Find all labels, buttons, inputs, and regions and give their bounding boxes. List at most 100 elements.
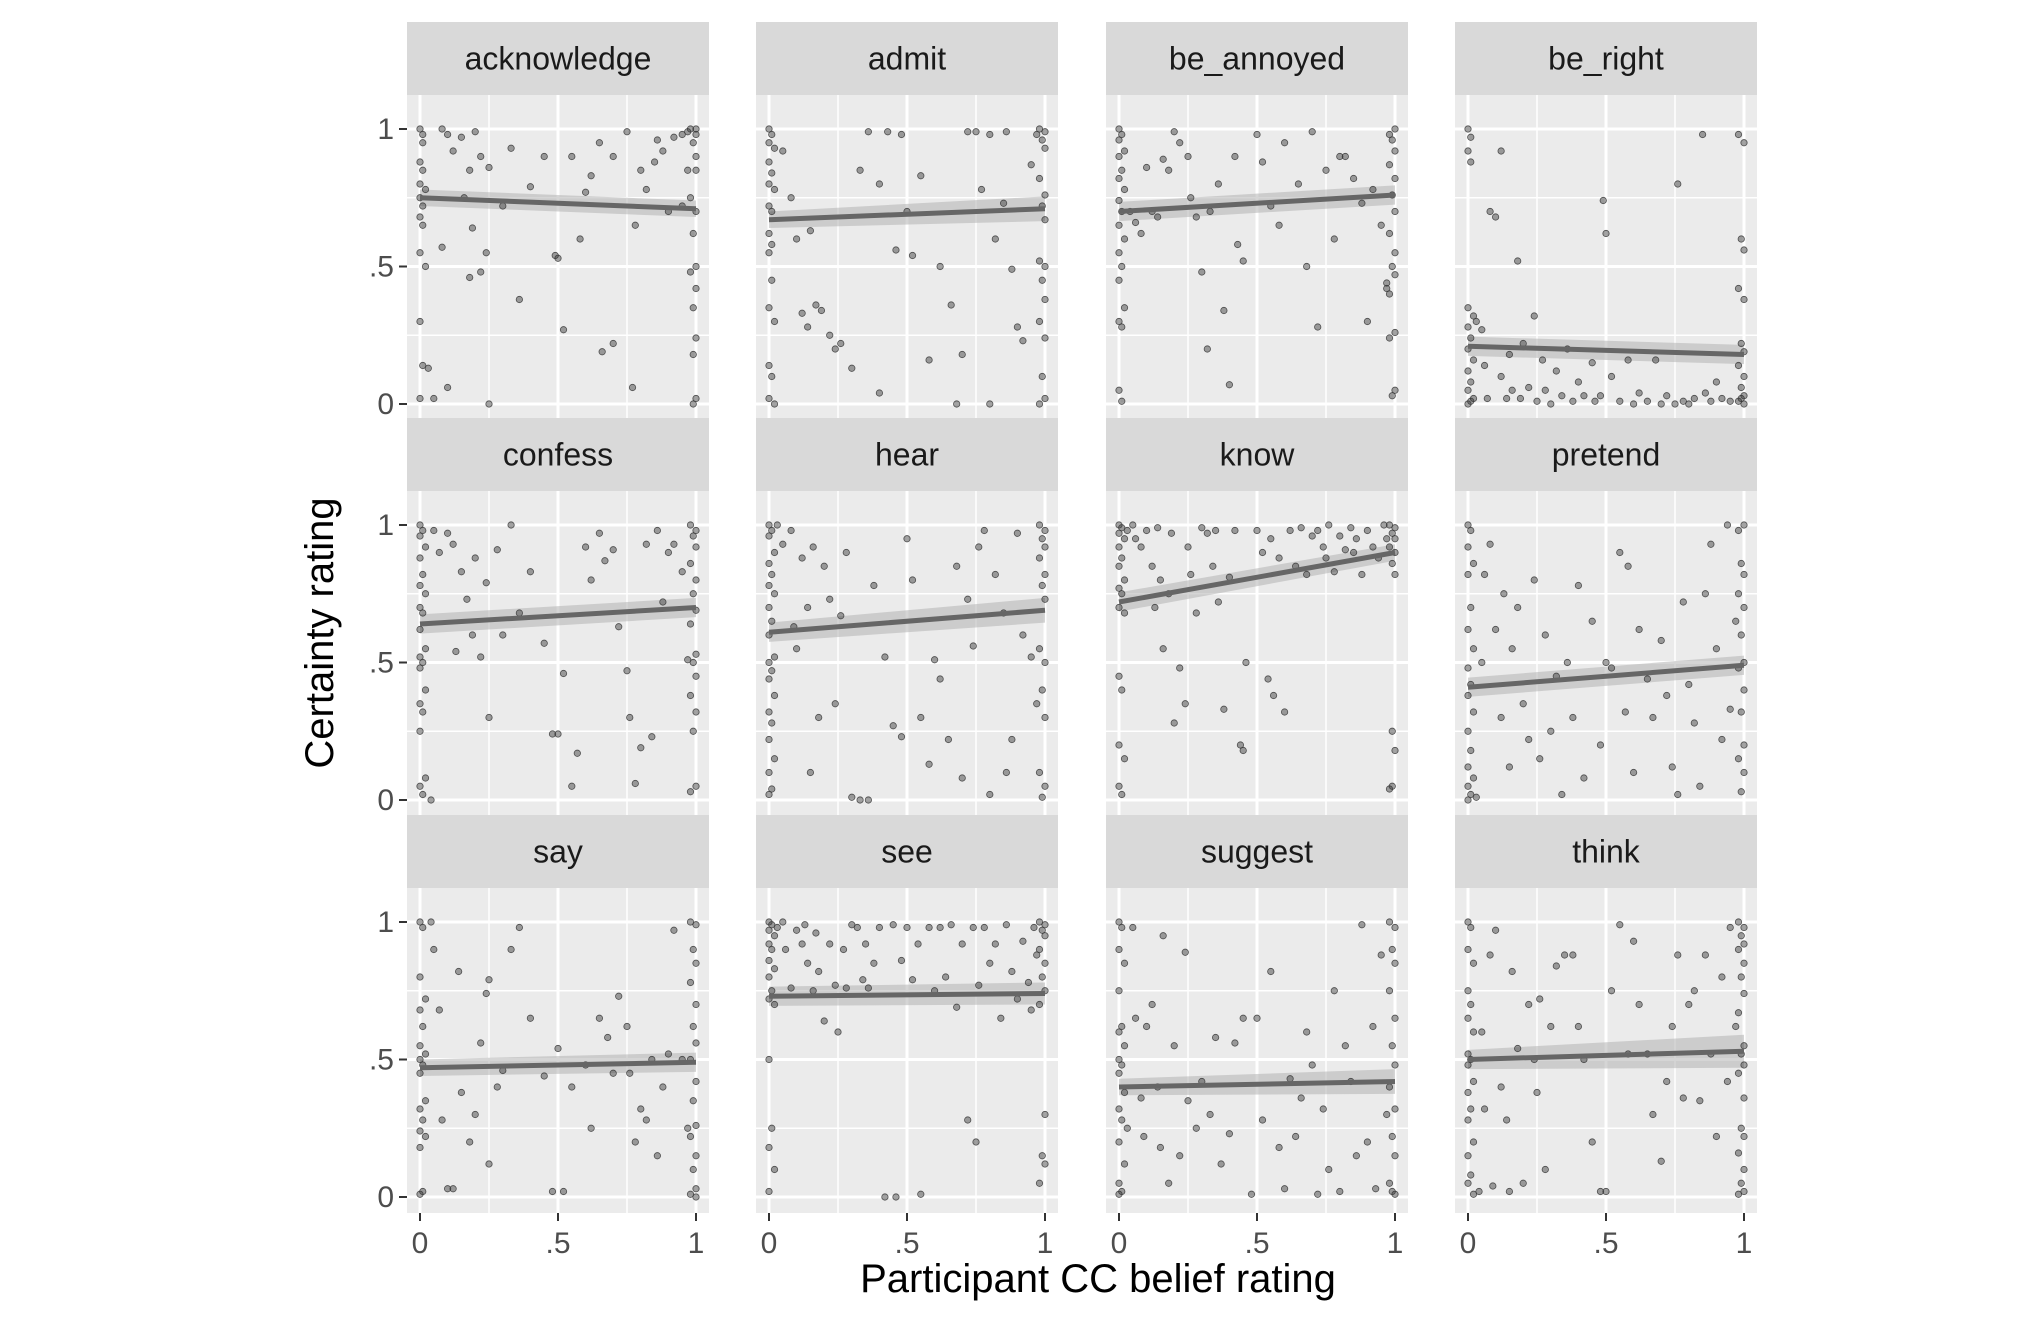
data-point bbox=[587, 576, 595, 584]
regression-line bbox=[419, 605, 697, 627]
data-point bbox=[1041, 394, 1049, 403]
facet-strip bbox=[756, 815, 1058, 888]
y-tick-label: 1 bbox=[377, 906, 394, 939]
data-point bbox=[1723, 1077, 1732, 1086]
data-point bbox=[463, 595, 471, 603]
data-point bbox=[1740, 521, 1748, 529]
data-point bbox=[416, 158, 424, 166]
data-point bbox=[1115, 1105, 1123, 1113]
data-point bbox=[1388, 262, 1396, 271]
data-point bbox=[1385, 785, 1394, 793]
data-point bbox=[1674, 180, 1682, 188]
data-point bbox=[773, 521, 781, 529]
data-point bbox=[781, 945, 790, 954]
data-point bbox=[430, 526, 438, 535]
data-point bbox=[548, 1187, 557, 1196]
data-point bbox=[637, 1105, 645, 1113]
data-point bbox=[1115, 276, 1123, 284]
data-point bbox=[1503, 394, 1511, 403]
data-point bbox=[653, 526, 661, 535]
data-point bbox=[958, 774, 966, 782]
data-point bbox=[1137, 229, 1145, 238]
data-point bbox=[1726, 397, 1734, 405]
data-point bbox=[1019, 631, 1027, 639]
data-point bbox=[1467, 1105, 1475, 1113]
data-point bbox=[1530, 576, 1538, 584]
data-point bbox=[1013, 529, 1022, 537]
data-point bbox=[853, 923, 861, 932]
data-point bbox=[1035, 521, 1044, 529]
data-point bbox=[1530, 312, 1538, 320]
data-point bbox=[1596, 741, 1605, 749]
data-point bbox=[1035, 257, 1044, 265]
data-point bbox=[443, 1185, 452, 1193]
data-point bbox=[1325, 521, 1333, 529]
data-point bbox=[507, 144, 515, 152]
data-point bbox=[1574, 378, 1583, 386]
data-point bbox=[1214, 598, 1222, 606]
facet-panel-know: know bbox=[1106, 418, 1408, 816]
data-point bbox=[842, 548, 850, 557]
data-point bbox=[1041, 262, 1049, 271]
regression-line bbox=[768, 206, 1046, 223]
data-point bbox=[468, 631, 477, 639]
data-point bbox=[1472, 793, 1480, 801]
data-point bbox=[416, 1042, 424, 1050]
data-point bbox=[421, 686, 430, 694]
data-point bbox=[1467, 603, 1475, 612]
data-point bbox=[1035, 554, 1044, 562]
data-point bbox=[692, 334, 700, 342]
data-point bbox=[581, 543, 590, 551]
data-point bbox=[692, 672, 700, 680]
data-point bbox=[1635, 389, 1643, 397]
data-point bbox=[1607, 987, 1616, 995]
data-point bbox=[1657, 1157, 1665, 1165]
data-point bbox=[1652, 356, 1660, 364]
data-point bbox=[1547, 1022, 1555, 1031]
data-point bbox=[1388, 1132, 1396, 1141]
data-point bbox=[1206, 1110, 1214, 1119]
data-point bbox=[573, 749, 581, 757]
data-point bbox=[1120, 535, 1129, 543]
data-point bbox=[1008, 265, 1016, 273]
data-point bbox=[416, 213, 424, 221]
data-point bbox=[881, 653, 889, 661]
data-point bbox=[1013, 995, 1022, 1003]
data-point bbox=[884, 128, 892, 136]
data-point bbox=[842, 984, 850, 992]
data-point bbox=[817, 306, 826, 315]
data-point bbox=[1505, 350, 1514, 359]
data-point bbox=[686, 978, 695, 987]
data-point bbox=[416, 1190, 424, 1198]
data-point bbox=[1740, 372, 1748, 381]
data-point bbox=[1217, 1160, 1225, 1168]
data-point bbox=[659, 1083, 667, 1091]
data-point bbox=[1701, 951, 1709, 959]
facet-panel-say: say 0 .5 1 0 .5 1 bbox=[369, 815, 709, 1260]
data-point bbox=[1253, 526, 1261, 535]
data-point bbox=[1737, 788, 1745, 796]
data-point bbox=[914, 940, 922, 948]
data-point bbox=[765, 956, 773, 965]
data-point bbox=[1159, 932, 1167, 940]
data-point bbox=[1635, 625, 1643, 634]
data-point bbox=[1363, 317, 1372, 326]
data-points bbox=[1115, 521, 1399, 799]
data-point bbox=[421, 645, 430, 653]
data-point bbox=[1041, 543, 1049, 551]
data-point bbox=[692, 959, 700, 967]
data-point bbox=[485, 400, 493, 408]
data-point bbox=[903, 923, 911, 932]
data-point bbox=[1630, 400, 1638, 408]
data-point bbox=[559, 1187, 568, 1196]
data-point bbox=[692, 284, 700, 293]
data-point bbox=[848, 793, 856, 801]
data-point bbox=[421, 995, 430, 1003]
data-point bbox=[1696, 782, 1704, 790]
data-point bbox=[1740, 570, 1748, 579]
data-point bbox=[980, 526, 988, 535]
data-point bbox=[831, 700, 839, 708]
data-point bbox=[768, 719, 776, 727]
data-point bbox=[1467, 1000, 1475, 1009]
data-point bbox=[834, 1028, 842, 1036]
